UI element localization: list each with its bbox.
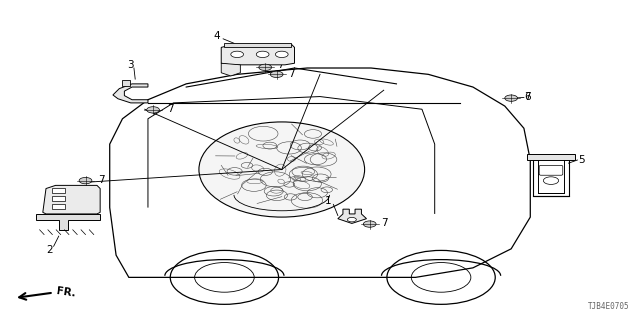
Text: FR.: FR. [56, 286, 77, 299]
Bar [52, 204, 65, 209]
Polygon shape [43, 185, 100, 214]
Circle shape [270, 71, 283, 77]
Bar [52, 188, 65, 193]
Text: 7: 7 [524, 92, 531, 102]
Text: 7: 7 [99, 175, 105, 185]
Text: 2: 2 [46, 245, 52, 255]
Text: 7: 7 [381, 219, 388, 228]
Ellipse shape [199, 122, 365, 217]
Text: 5: 5 [578, 155, 585, 165]
Bar [52, 196, 65, 201]
Polygon shape [225, 43, 291, 47]
Text: TJB4E0705: TJB4E0705 [588, 302, 629, 311]
Text: 3: 3 [127, 60, 133, 70]
Text: 1: 1 [325, 196, 332, 206]
Text: 6: 6 [525, 92, 531, 102]
Circle shape [505, 95, 518, 101]
Polygon shape [36, 214, 100, 230]
Bar [122, 80, 130, 86]
Polygon shape [221, 63, 241, 76]
Polygon shape [113, 84, 148, 103]
Polygon shape [221, 44, 294, 65]
Circle shape [231, 51, 244, 58]
Circle shape [543, 177, 559, 184]
Polygon shape [338, 209, 367, 223]
FancyBboxPatch shape [540, 165, 563, 175]
Text: 7: 7 [167, 104, 173, 114]
Text: 4: 4 [214, 31, 220, 41]
Text: 7: 7 [276, 60, 284, 70]
Circle shape [364, 221, 376, 227]
Circle shape [348, 217, 356, 222]
Circle shape [79, 178, 92, 184]
Bar [527, 154, 575, 160]
Circle shape [275, 51, 288, 58]
Circle shape [256, 51, 269, 58]
Circle shape [259, 64, 271, 70]
Text: 7: 7 [288, 69, 295, 79]
Circle shape [147, 107, 159, 113]
